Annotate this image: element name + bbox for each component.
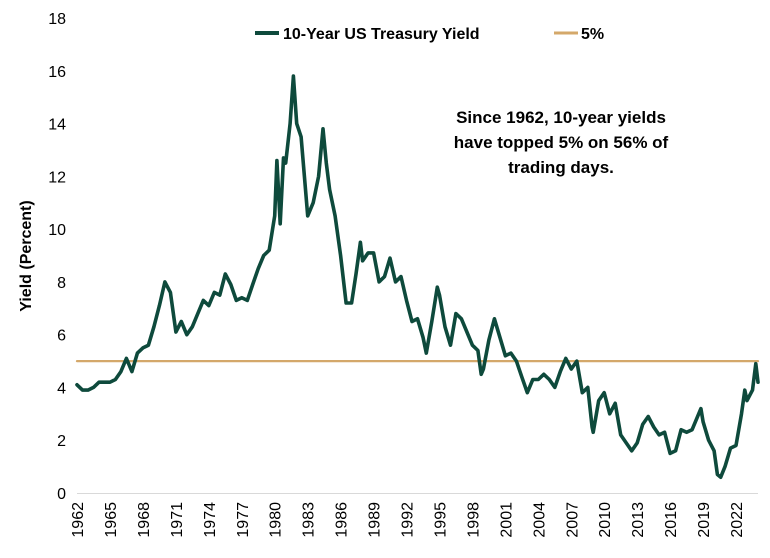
- x-tick-label: 1980: [268, 502, 285, 538]
- x-tick-label: 1983: [301, 502, 318, 538]
- x-tick-label: 1977: [235, 502, 252, 538]
- x-tick-label: 1971: [169, 502, 186, 538]
- x-tick-label: 1962: [70, 502, 87, 538]
- x-tick-label: 1992: [400, 502, 417, 538]
- x-tick-label: 2010: [597, 502, 614, 538]
- y-tick-label: 4: [57, 380, 66, 397]
- plot-area: [75, 74, 760, 479]
- x-tick-label: 1974: [202, 502, 219, 538]
- annotation: Since 1962, 10-year yields have topped 5…: [454, 108, 669, 177]
- y-tick-label: 0: [57, 486, 66, 503]
- y-tick-label: 8: [57, 275, 66, 292]
- x-tick-label: 2007: [564, 502, 581, 538]
- x-tick-label: 2001: [498, 502, 515, 538]
- x-tick-label: 1998: [465, 502, 482, 538]
- legend-label-5-percent: 5%: [581, 26, 604, 43]
- y-axis-label: Yield (Percent): [18, 200, 35, 311]
- y-tick-label: 16: [48, 64, 66, 81]
- y-tick-label: 18: [48, 11, 66, 28]
- x-tick-label: 1995: [432, 502, 449, 538]
- annotation-line-3: trading days.: [508, 158, 614, 177]
- annotation-line-1: Since 1962, 10-year yields: [456, 108, 666, 127]
- x-tick-label: 2013: [630, 502, 647, 538]
- legend: 10-Year US Treasury Yield 5%: [255, 26, 604, 43]
- x-tick-label: 2022: [729, 502, 746, 538]
- annotation-line-2: have topped 5% on 56% of: [454, 133, 669, 152]
- x-tick-label: 2004: [531, 502, 548, 538]
- x-tick-label: 1968: [136, 502, 153, 538]
- y-tick-label: 10: [48, 222, 66, 239]
- x-tick-label: 1986: [334, 502, 351, 538]
- x-tick-label: 2016: [663, 502, 680, 538]
- x-tick-label: 1989: [367, 502, 384, 538]
- x-tick-label: 1965: [103, 502, 120, 538]
- x-axis-ticks: 1962 1965 1968 1971 1974 1977 1980 1983 1986 1989…: [70, 502, 746, 538]
- y-tick-label: 14: [48, 117, 66, 134]
- y-axis-ticks: 0 2 4 6 8 10 12 14 16 18: [48, 11, 66, 503]
- series-line-treasury-yield: [75, 74, 760, 479]
- legend-label-treasury-yield: 10-Year US Treasury Yield: [283, 26, 480, 43]
- y-tick-label: 2: [57, 433, 66, 450]
- y-tick-label: 6: [57, 328, 66, 345]
- x-tick-label: 2019: [696, 502, 713, 538]
- y-tick-label: 12: [48, 169, 66, 186]
